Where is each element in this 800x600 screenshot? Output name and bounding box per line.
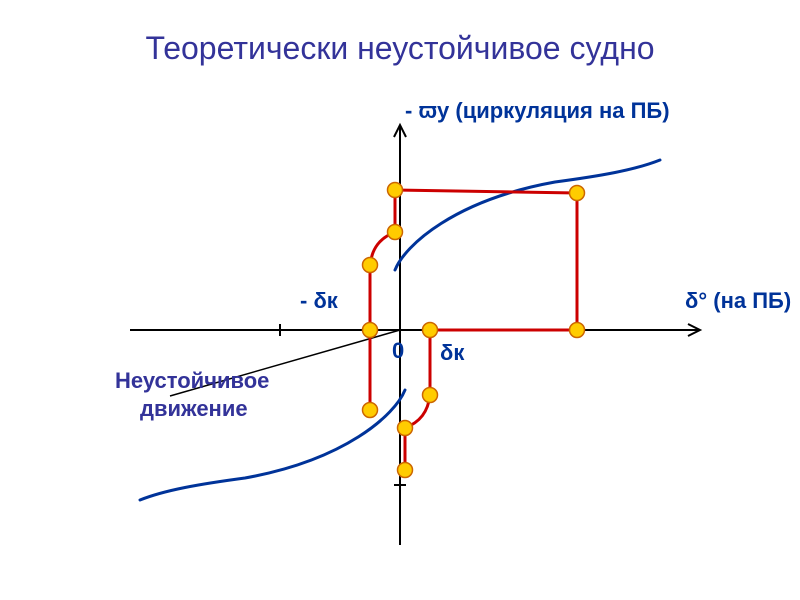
origin-zero-label: 0 bbox=[392, 338, 404, 364]
diagram-svg bbox=[0, 0, 800, 600]
y-axis-label: - ϖу (циркуляция на ПБ) bbox=[405, 98, 670, 124]
neg-delta-label: - δк bbox=[300, 288, 338, 314]
unstable-line2: движение bbox=[140, 396, 248, 422]
delta-k-label: δк bbox=[440, 340, 464, 366]
x-axis-label: δ° (на ПБ) bbox=[685, 288, 791, 314]
unstable-line1: Неустойчивое bbox=[115, 368, 269, 394]
page-title: Теоретически неустойчивое судно bbox=[0, 30, 800, 67]
